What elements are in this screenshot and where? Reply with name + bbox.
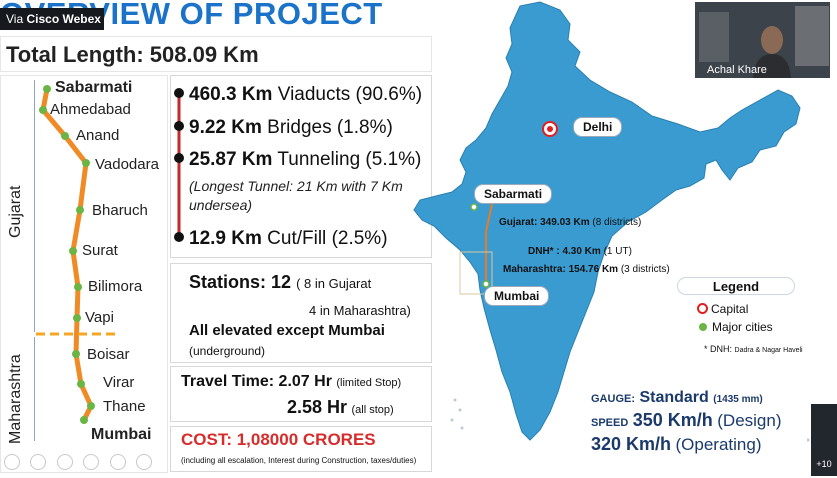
total-length: Total Length: 508.09 Km	[6, 42, 259, 67]
city-sabarmati: Sabarmati	[55, 79, 133, 96]
gauge-spec: GAUGE: Standard (1435 mm)	[591, 389, 763, 406]
city-surat: Surat	[82, 242, 118, 259]
maharashtra-distance: Maharashtra: 154.76 Km (3 districts)	[503, 264, 670, 275]
city-ahmedabad: Ahmedabad	[50, 101, 131, 118]
travel-time-box: Travel Time: 2.07 Hr (limited Stop) 2.58…	[170, 366, 432, 422]
webex-badge[interactable]: Via Cisco Webex	[0, 8, 104, 30]
delhi-tag: Delhi	[573, 117, 623, 137]
stations-underground: (underground)	[189, 344, 266, 358]
gujarat-distance: Gujarat: 349.03 Km (8 districts)	[499, 217, 642, 228]
stat-cut-fill: 12.9 Km Cut/Fill (2.5%)	[189, 228, 388, 249]
operating-speed-spec: 320 Km/h (Operating)	[591, 434, 762, 454]
maharashtra-bracket	[34, 337, 35, 441]
stations-elevated: All elevated except Mumbai	[189, 322, 385, 339]
cost-box: COST: 1,08000 CRORES (including all esca…	[170, 426, 432, 472]
stat-tunneling: 25.87 Km Tunneling (5.1%)	[189, 149, 422, 170]
tunnel-note: (Longest Tunnel: 21 Km with 7 Km underse…	[189, 178, 403, 213]
design-speed-spec: SPEED 350 Km/h (Design)	[591, 410, 782, 430]
city-bharuch: Bharuch	[92, 202, 148, 219]
india-map	[413, 1, 810, 460]
stations-heading: Stations: 12 ( 8 in Gujarat	[189, 272, 372, 292]
webex-brand: Cisco Webex	[26, 12, 101, 26]
pointer-icon[interactable]	[4, 454, 20, 470]
edit-icon[interactable]	[56, 454, 73, 470]
stat-bridges: 9.22 Km Bridges (1.8%)	[189, 117, 393, 138]
city-anand: Anand	[76, 127, 120, 144]
city-vapi: Vapi	[85, 309, 114, 326]
sabarmati-tag: Sabarmati	[474, 184, 553, 204]
capital-marker-icon	[697, 303, 708, 314]
city-bilimora: Bilimora	[88, 278, 143, 295]
presentation-toolbar	[4, 454, 158, 472]
structure-stats-box: 460.3 Km Viaducts (90.6%) 9.22 Km Bridge…	[170, 75, 432, 258]
city-boisar: Boisar	[87, 346, 130, 363]
city-vadodara: Vadodara	[95, 156, 159, 173]
participant-name: Achal Khare	[707, 64, 767, 76]
participant-avatar	[695, 2, 830, 78]
city-mumbai: Mumbai	[91, 426, 152, 443]
participant-video[interactable]: Achal Khare	[695, 2, 830, 78]
legend-major-cities: Major cities	[699, 320, 773, 334]
route-panel	[0, 75, 168, 473]
cost-note: (including all escalation, Interest duri…	[181, 456, 417, 465]
more-participants-button[interactable]: +10	[811, 404, 837, 476]
gujarat-bracket	[34, 80, 35, 332]
travel-all: 2.58 Hr (all stop)	[287, 397, 394, 417]
region-maharashtra: Maharashtra	[7, 354, 24, 444]
stations-box: Stations: 12 ( 8 in Gujarat 4 in Maharas…	[170, 263, 432, 363]
dnh-footnote: * DNH: Dadra & Nagar Haveli	[704, 344, 803, 354]
total-length-box	[0, 36, 432, 72]
stat-viaducts: 460.3 Km Viaducts (90.6%)	[189, 84, 423, 105]
cost-label: COST: 1,08000 CRORES	[181, 430, 376, 449]
route-line-graphic	[36, 85, 120, 424]
legend-capital: Capital	[697, 302, 748, 316]
stats-timeline-graphic	[174, 88, 184, 242]
legend-title: Legend	[677, 277, 795, 295]
mumbai-tag: Mumbai	[484, 286, 550, 306]
travel-limited: Travel Time: 2.07 Hr (limited Stop)	[181, 373, 402, 390]
copy-icon[interactable]	[83, 454, 100, 470]
stations-maharashtra: 4 in Maharashtra)	[309, 303, 411, 318]
dnh-distance: DNH* : 4.30 Km (1 UT)	[528, 246, 632, 257]
city-virar: Virar	[103, 374, 135, 391]
region-gujarat: Gujarat	[7, 185, 24, 238]
city-thane: Thane	[103, 398, 146, 415]
via-label: Via	[6, 12, 24, 26]
zoom-icon[interactable]	[109, 454, 126, 470]
city-marker-icon	[699, 323, 707, 331]
specs-box: GAUGE: Standard (1435 mm) SPEED 350 Km/h…	[583, 382, 807, 470]
pen-icon[interactable]	[30, 454, 47, 470]
more-icon[interactable]	[136, 454, 153, 470]
